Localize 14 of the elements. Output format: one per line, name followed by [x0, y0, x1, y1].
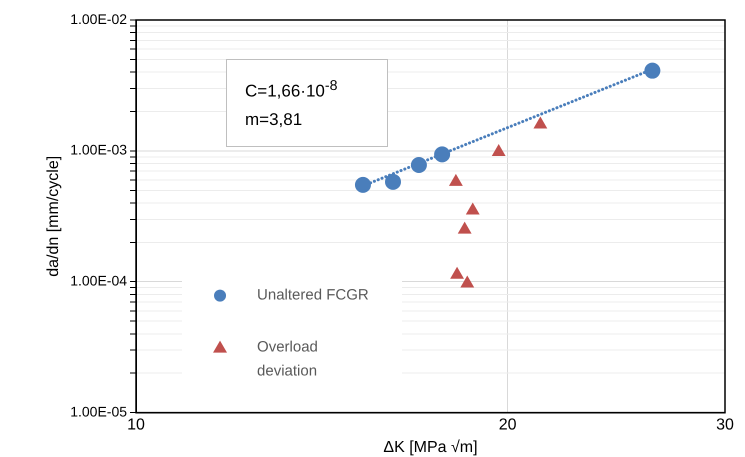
- legend-label: Overload deviation: [257, 338, 318, 380]
- x-tick-label: 20: [498, 416, 517, 434]
- y-axis-title: da/dn [mm/cycle]: [45, 156, 62, 277]
- y-tick-label: 1.00E-02: [70, 10, 128, 27]
- y-tick-label: 1.00E-04: [70, 272, 128, 289]
- legend-label: Unaltered FCGR: [257, 286, 369, 304]
- x-tick-label: 10: [127, 416, 146, 434]
- y-tick-label: 1.00E-03: [70, 142, 128, 158]
- annotation: m=3,81: [245, 108, 304, 131]
- y-tick-label: 1.00E-05: [70, 403, 128, 420]
- note-box: C=1,66·10$^{-8}$ m=3,81: [226, 59, 388, 147]
- annotation: C=1,66·10$^{-8}$: [245, 77, 338, 103]
- x-tick-label: 30: [716, 416, 734, 434]
- x-axis-title: ΔK [MPa √m]: [383, 438, 478, 456]
